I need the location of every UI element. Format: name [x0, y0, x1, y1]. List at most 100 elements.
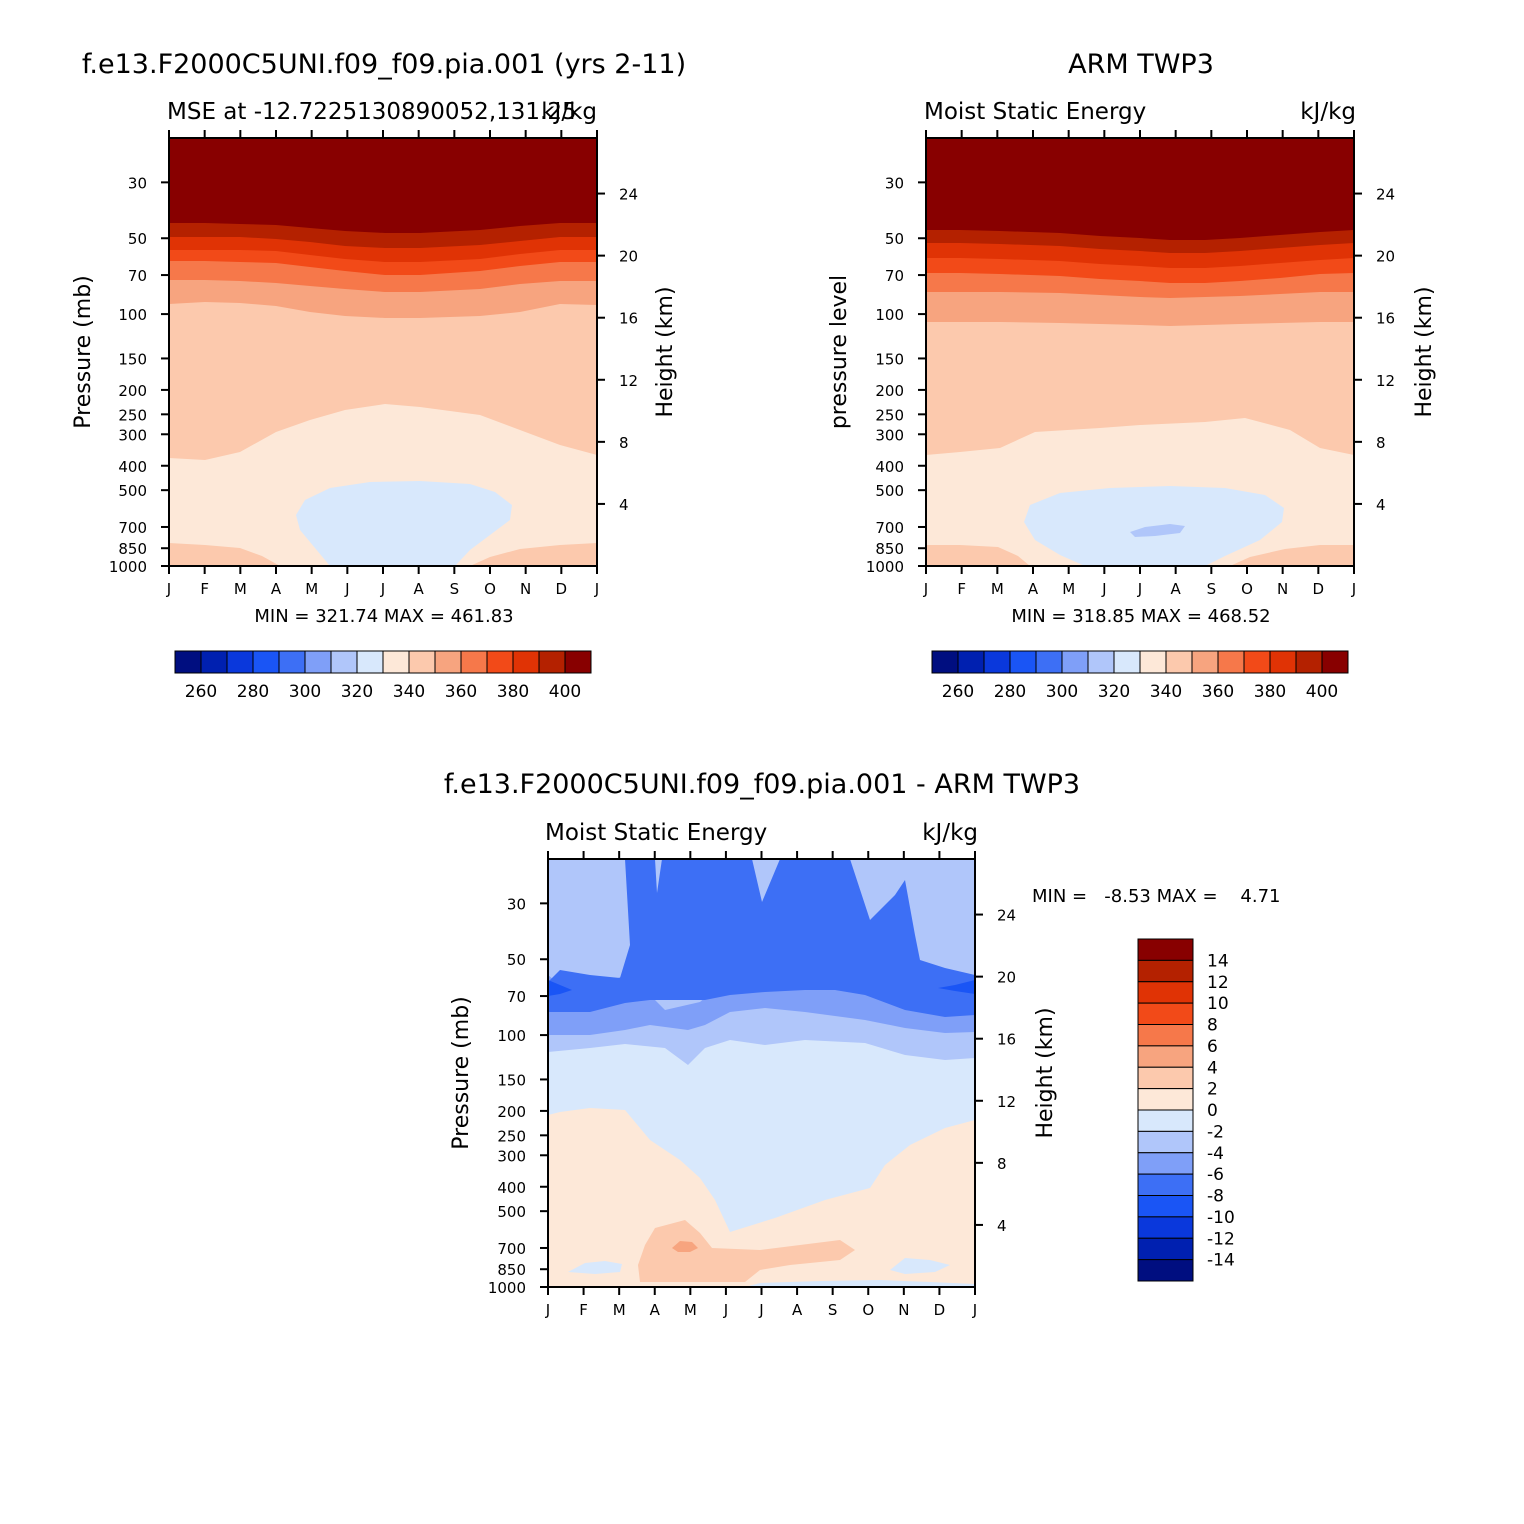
diff-colorbar-label: 2 [1207, 1080, 1218, 1100]
diff-colorbar-box [1137, 1130, 1194, 1154]
obs-title: ARM TWP3 [1068, 49, 1214, 80]
model-xtick-label: J [166, 580, 171, 598]
obs-colorbar-label: 260 [942, 682, 974, 702]
model-ytick-label: 300 [118, 426, 147, 444]
diff-colorbar-box [1137, 938, 1194, 961]
diff-colorbar-box [1137, 1152, 1194, 1175]
diff-ytick-label: 200 [497, 1103, 526, 1121]
diff-y2tick-label: 20 [997, 969, 1016, 987]
obs-colorbar-label: 340 [1150, 682, 1182, 702]
model-subtitle-right: kJ/kg [541, 99, 597, 125]
diff-colorbar-label: 4 [1207, 1058, 1218, 1078]
model-ytick-label: 150 [118, 350, 147, 368]
diff-colorbar-box [1137, 1088, 1194, 1111]
diff-colorbar-box [1137, 1237, 1194, 1261]
diff-colorbar-label: -8 [1207, 1187, 1224, 1207]
model-ytick-label: 1000 [109, 558, 147, 576]
diff-colorbar-box [1137, 1066, 1194, 1090]
model-colorbar-label: 300 [289, 682, 321, 702]
diff-stats: MIN = -8.53 MAX = 4.71 [1032, 886, 1281, 907]
obs-colorbar-box [1113, 650, 1141, 674]
model-band-340-350-lower-left [169, 543, 280, 566]
diff-colorbar-label: -14 [1207, 1251, 1235, 1271]
model-colorbar-box [512, 650, 540, 674]
diff-xtick-label: D [934, 1301, 946, 1319]
diff-colorbar-label: 12 [1207, 973, 1229, 993]
model-colorbar-box [564, 650, 592, 674]
model-ytick-label: 500 [118, 482, 147, 500]
model-xtick-label: O [484, 580, 496, 598]
obs-colorbar-box [1009, 650, 1037, 674]
obs-colorbar-box [957, 650, 985, 674]
model-y2tick-label: 4 [619, 496, 629, 514]
obs-band-340-350-lower-left [926, 545, 1030, 566]
model-band-400-410 [169, 138, 597, 233]
obs-ylabel: pressure level [827, 275, 852, 429]
obs-colorbar-box [1243, 650, 1271, 674]
model-colorbar-box [330, 650, 358, 674]
model-colorbar-box [434, 650, 462, 674]
diff-colorbar-box [1137, 1109, 1194, 1132]
diff-y2tick-label: 24 [997, 907, 1016, 925]
obs-ytick-label: 30 [885, 174, 904, 192]
obs-y2tick-label: 4 [1376, 496, 1386, 514]
diff-xtick-label: F [579, 1301, 588, 1319]
model-xtick-label: D [556, 580, 568, 598]
model-xtick-label: J [344, 580, 349, 598]
diff-xtick-label: A [650, 1301, 661, 1319]
model-xtick-label: S [450, 580, 460, 598]
obs-xtick-label: J [923, 580, 928, 598]
obs-xtick-label: D [1313, 580, 1325, 598]
model-contour-field [169, 138, 597, 566]
obs-y2tick-label: 8 [1376, 434, 1386, 452]
model-stats: MIN = 321.74 MAX = 461.83 [254, 606, 513, 627]
obs-stats: MIN = 318.85 MAX = 468.52 [1011, 606, 1270, 627]
diff-ytick-label: 30 [507, 895, 526, 913]
diff-xtick-label: S [828, 1301, 838, 1319]
model-colorbar-box [486, 650, 514, 674]
model-ytick-label: 400 [118, 458, 147, 476]
model-ytick-label: 850 [118, 540, 147, 558]
diff-ytick-label: 300 [497, 1147, 526, 1165]
diff-contour-field [548, 859, 975, 1287]
diff-colorbar-box [1137, 1259, 1194, 1282]
diff-y2tick-label: 4 [997, 1217, 1007, 1235]
diff-colorbar-label: -6 [1207, 1165, 1224, 1185]
diff-xtick-label: J [972, 1301, 977, 1319]
model-colorbar-label: 280 [237, 682, 269, 702]
model-colorbar-label: 320 [341, 682, 373, 702]
model-y2tick-label: 12 [619, 372, 638, 390]
obs-colorbar-box [1191, 650, 1219, 674]
diff-band-neg10-neg8-left [548, 980, 572, 996]
diff-ytick-label: 700 [497, 1240, 526, 1258]
obs-colorbar-box [1139, 650, 1167, 674]
diff-subtitle-right: kJ/kg [922, 820, 978, 846]
model-colorbar-label: 400 [549, 682, 581, 702]
obs-xtick-label: S [1207, 580, 1217, 598]
diff-xtick-label: A [792, 1301, 803, 1319]
diff-ytick-label: 70 [507, 988, 526, 1006]
obs-y2label: Height (km) [1412, 286, 1437, 417]
diff-colorbar-label: -10 [1207, 1208, 1235, 1228]
obs-colorbar-label: 380 [1254, 682, 1286, 702]
diff-colorbar-label: -4 [1207, 1144, 1224, 1164]
diff-colorbar-box [1137, 1002, 1194, 1025]
obs-xtick-label: J [1101, 580, 1106, 598]
diff-colorbar-box [1137, 1216, 1194, 1239]
diff-y2tick-label: 8 [997, 1155, 1007, 1173]
diff-colorbar-label: 0 [1207, 1101, 1218, 1121]
obs-ytick-label: 70 [885, 267, 904, 285]
model-y2tick-label: 20 [619, 248, 638, 266]
model-colorbar-label: 340 [393, 682, 425, 702]
diff-xtick-label: J [723, 1301, 728, 1319]
diff-colorbar-box [1137, 1045, 1194, 1068]
diff-colorbar-label: 10 [1207, 994, 1229, 1014]
obs-xtick-label: A [1171, 580, 1182, 598]
diff-band-neg2-0-surface [745, 1280, 975, 1287]
obs-band-340-350-lower-right [1230, 545, 1354, 566]
model-ytick-label: 200 [118, 382, 147, 400]
obs-colorbar-label: 280 [994, 682, 1026, 702]
model-xtick-label: N [520, 580, 531, 598]
diff-colorbar-label: 8 [1207, 1016, 1218, 1036]
